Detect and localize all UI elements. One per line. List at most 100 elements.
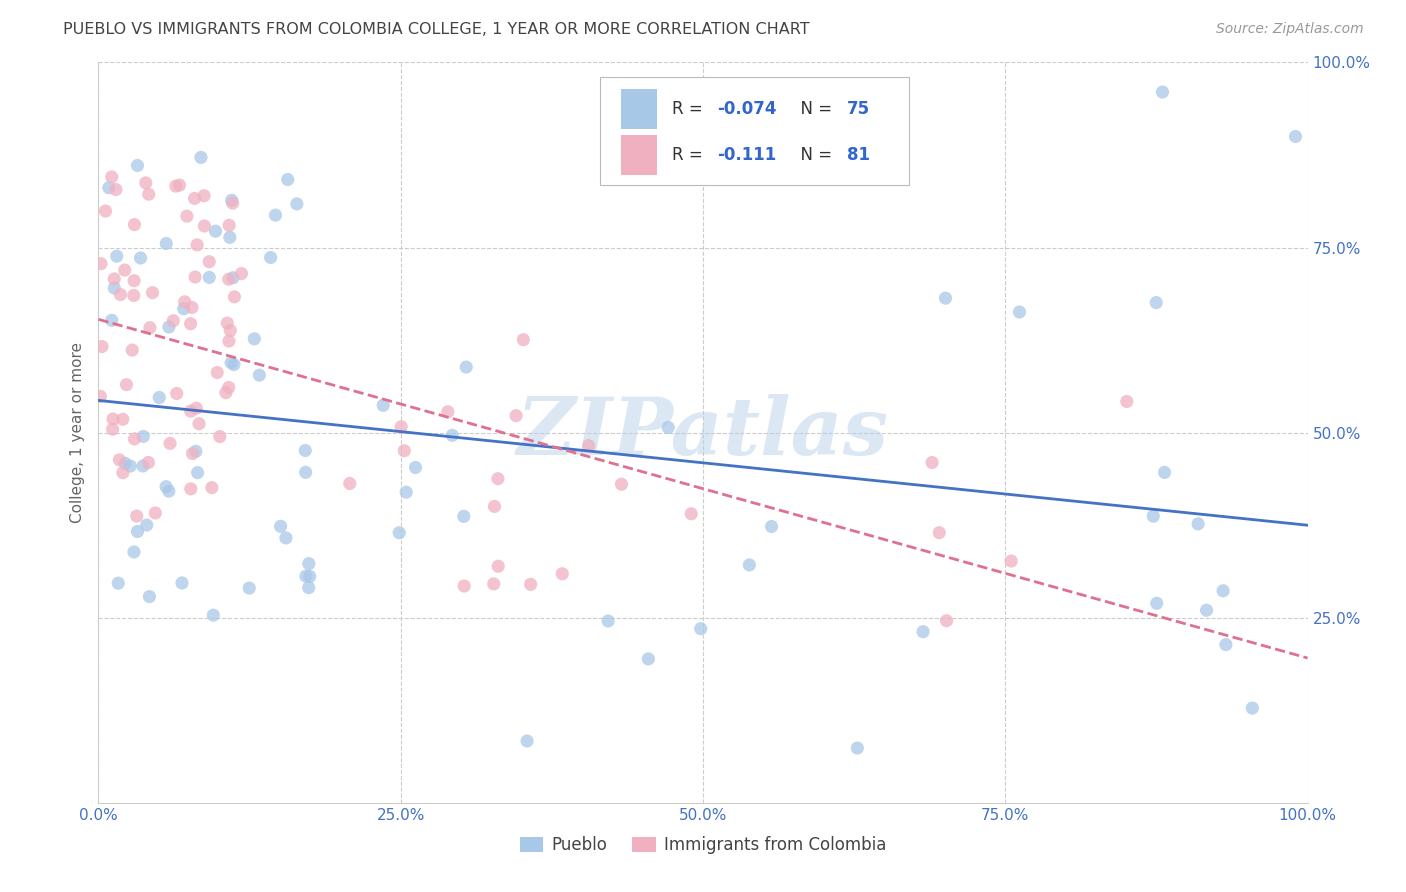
Point: [298, 581, 321, 595]
Point: [551, 566, 574, 581]
Text: R =: R =: [672, 146, 713, 164]
Point: [124, 432, 146, 446]
Point: [108, 453, 131, 467]
Point: [110, 287, 132, 301]
Point: [180, 404, 202, 418]
Point: [132, 429, 155, 443]
Point: [155, 236, 177, 251]
Point: [441, 428, 464, 442]
Point: [1144, 295, 1167, 310]
Point: [453, 509, 475, 524]
Point: [173, 301, 195, 316]
Point: [91, 340, 114, 354]
Point: [1000, 554, 1022, 568]
Point: [738, 558, 761, 572]
Point: [1115, 394, 1137, 409]
Point: [219, 356, 242, 370]
Point: [181, 301, 204, 315]
Point: [505, 409, 527, 423]
Point: [221, 196, 243, 211]
Point: [486, 559, 509, 574]
Point: [285, 197, 308, 211]
Point: [101, 412, 124, 426]
Point: [190, 150, 212, 164]
Point: [184, 444, 207, 458]
Point: [181, 446, 204, 460]
Point: [1212, 583, 1234, 598]
Point: [298, 569, 321, 583]
Point: [184, 270, 207, 285]
Point: [97, 180, 120, 194]
Point: [215, 385, 238, 400]
Point: [219, 324, 242, 338]
Point: [180, 482, 202, 496]
Point: [934, 291, 956, 305]
Point: [921, 456, 943, 470]
Point: [295, 569, 318, 583]
Point: [231, 267, 253, 281]
Point: [111, 466, 134, 480]
Point: [129, 251, 152, 265]
Text: ZIPatlas: ZIPatlas: [517, 394, 889, 471]
Text: PUEBLO VS IMMIGRANTS FROM COLOMBIA COLLEGE, 1 YEAR OR MORE CORRELATION CHART: PUEBLO VS IMMIGRANTS FROM COLOMBIA COLLE…: [63, 22, 810, 37]
Point: [218, 272, 240, 286]
Point: [238, 581, 260, 595]
Point: [1215, 638, 1237, 652]
Text: -0.111: -0.111: [717, 146, 776, 164]
Text: 75: 75: [846, 100, 870, 118]
Point: [578, 439, 600, 453]
Point: [657, 420, 679, 434]
Point: [247, 368, 270, 383]
Point: [912, 624, 935, 639]
Point: [928, 525, 950, 540]
Point: [125, 509, 148, 524]
Point: [484, 500, 506, 514]
Point: [186, 238, 208, 252]
Point: [165, 179, 187, 194]
Point: [222, 270, 245, 285]
Text: 81: 81: [846, 146, 870, 164]
Point: [298, 557, 321, 571]
Point: [202, 608, 225, 623]
Point: [90, 257, 112, 271]
Point: [127, 524, 149, 539]
Point: [143, 506, 166, 520]
Point: [274, 531, 297, 545]
Point: [373, 398, 395, 412]
Point: [188, 417, 211, 431]
Point: [114, 263, 136, 277]
Y-axis label: College, 1 year or more: College, 1 year or more: [69, 343, 84, 523]
Bar: [621, 88, 657, 129]
Point: [935, 614, 957, 628]
Point: [103, 272, 125, 286]
Point: [394, 443, 416, 458]
Point: [103, 281, 125, 295]
Point: [162, 314, 184, 328]
Point: [259, 251, 281, 265]
Point: [243, 332, 266, 346]
Point: [148, 391, 170, 405]
Point: [218, 334, 240, 348]
Point: [198, 270, 221, 285]
Point: [155, 480, 177, 494]
Point: [111, 412, 134, 426]
Point: [104, 182, 127, 196]
Point: [105, 249, 128, 263]
Point: [170, 576, 193, 591]
Point: [221, 194, 243, 208]
Text: N =: N =: [790, 146, 838, 164]
Point: [1241, 701, 1264, 715]
Point: [482, 577, 505, 591]
Point: [198, 254, 221, 268]
Point: [159, 436, 181, 450]
Point: [120, 458, 142, 473]
Point: [1142, 509, 1164, 524]
Point: [637, 652, 659, 666]
Point: [388, 525, 411, 540]
Point: [122, 274, 145, 288]
Point: [132, 458, 155, 473]
Point: [139, 320, 162, 334]
Point: [183, 191, 205, 205]
Text: R =: R =: [672, 100, 707, 118]
Point: [157, 484, 180, 499]
